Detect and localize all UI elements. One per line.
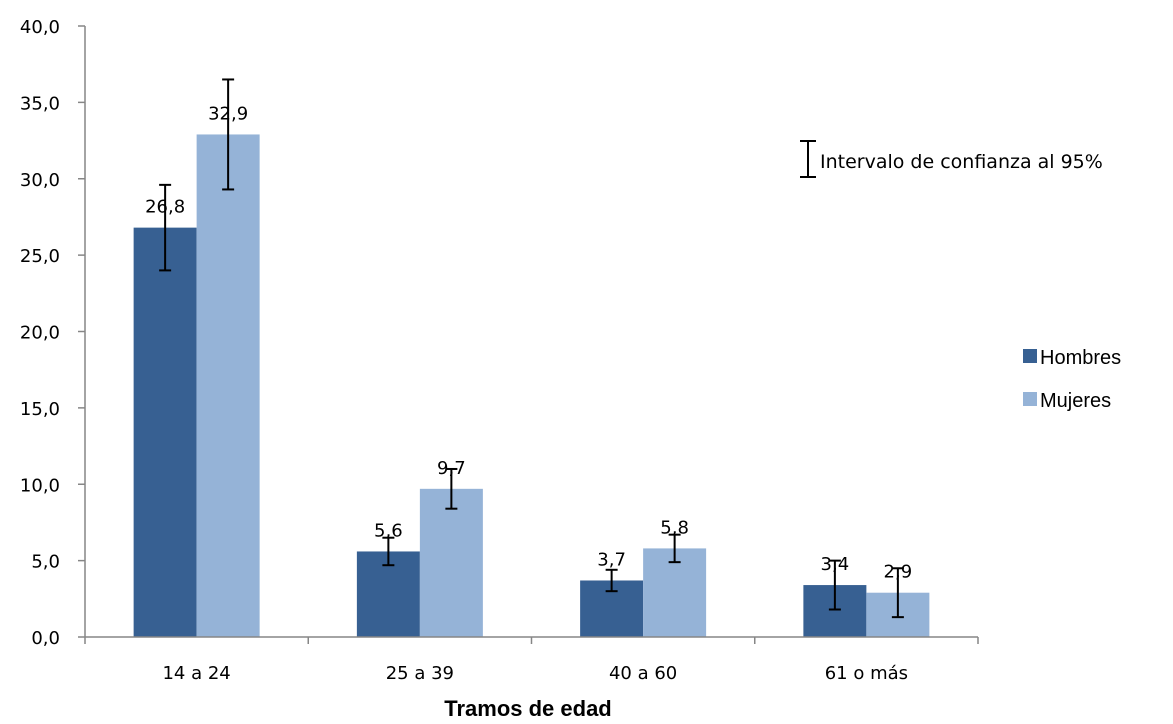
y-tick-label: 15,0: [20, 399, 60, 420]
legend-label-hombres: Hombres: [1040, 347, 1121, 369]
bar-mujeres: [196, 134, 260, 637]
bars: [133, 134, 930, 637]
data-label: 2,9: [884, 562, 913, 583]
bar-mujeres: [419, 488, 483, 637]
legend-swatch-mujeres: [1023, 392, 1037, 406]
y-tick-label: 35,0: [20, 93, 60, 114]
y-tick-label: 20,0: [20, 323, 60, 344]
data-label: 32,9: [208, 103, 248, 124]
x-axis: 14 a 24 25 a 39 40 a 60 61 o más: [84, 636, 979, 684]
legend-swatch-hombres: [1023, 349, 1037, 363]
data-labels: 26,8 5,6 3,7 3,4 32,9 9,7 5,8 2,9: [145, 103, 912, 582]
x-axis-title: Tramos de edad: [444, 696, 612, 721]
y-tick-label: 5,0: [31, 552, 60, 573]
data-label: 3,4: [821, 554, 850, 575]
confidence-interval-note: Intervalo de confianza al 95%: [800, 140, 1103, 178]
data-label: 9,7: [437, 458, 466, 479]
bar-hombres: [133, 227, 197, 637]
x-tick-label: 61 o más: [825, 663, 908, 684]
data-label: 3,7: [597, 549, 626, 570]
ci-note-text: Intervalo de confianza al 95%: [820, 151, 1103, 173]
data-label: 5,6: [374, 520, 403, 541]
legend-label-mujeres: Mujeres: [1040, 390, 1111, 412]
y-axis: 0,0 5,0 10,0 15,0 20,0 25,0 30,0 35,0 40,0: [20, 17, 86, 649]
x-tick-label: 25 a 39: [386, 663, 454, 684]
error-bars: [159, 78, 904, 619]
y-tick-label: 40,0: [20, 17, 60, 38]
y-tick-label: 10,0: [20, 475, 60, 496]
y-tick-label: 25,0: [20, 246, 60, 267]
x-tick-label: 40 a 60: [609, 663, 677, 684]
data-label: 26,8: [145, 197, 185, 218]
y-tick-label: 30,0: [20, 170, 60, 191]
y-tick-label: 0,0: [31, 628, 60, 649]
data-label: 5,8: [660, 517, 689, 538]
legend: Hombres Mujeres: [1023, 347, 1121, 412]
x-tick-label: 14 a 24: [162, 663, 230, 684]
bar-mujeres: [643, 548, 707, 637]
